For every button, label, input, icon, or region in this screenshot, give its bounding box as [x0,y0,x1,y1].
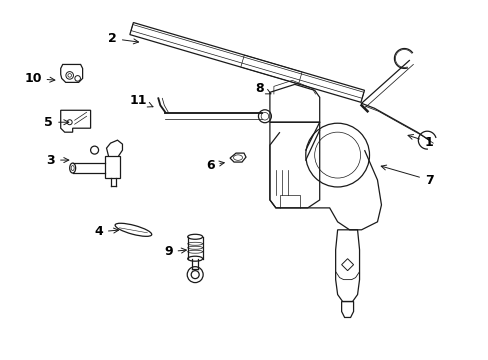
Text: 10: 10 [24,72,55,85]
Text: 3: 3 [46,154,69,167]
Text: 11: 11 [129,94,153,107]
Text: 5: 5 [44,116,69,129]
Text: 8: 8 [255,82,270,95]
Text: 9: 9 [163,245,186,258]
Text: 7: 7 [381,165,433,186]
Text: 1: 1 [407,135,433,149]
Text: 6: 6 [205,158,224,172]
Text: 4: 4 [94,225,119,238]
Text: 2: 2 [108,32,138,45]
